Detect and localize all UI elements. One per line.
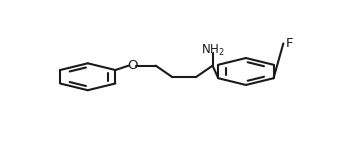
Text: NH$_2$: NH$_2$ — [201, 43, 224, 58]
Text: O: O — [127, 59, 137, 72]
Text: F: F — [286, 38, 294, 50]
